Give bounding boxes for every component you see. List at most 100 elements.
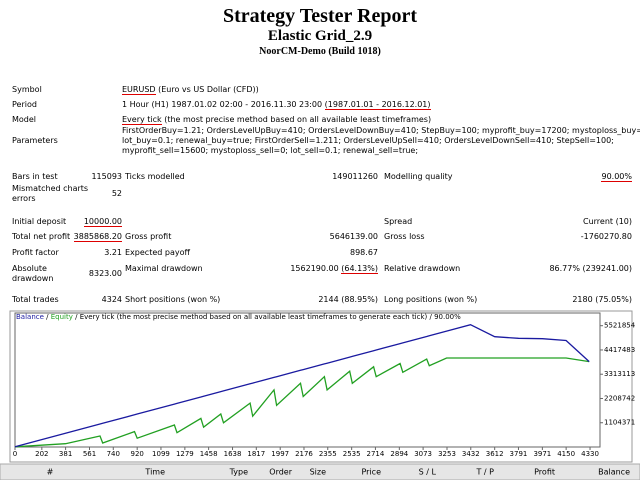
stat-label: Mismatched charts errors [12, 184, 89, 203]
x-tick-label: 4150 [557, 450, 575, 458]
stat-value: 10000.00 [12, 217, 122, 227]
info-value-part: Every tick [122, 115, 162, 125]
x-tick-label: 0 [13, 450, 17, 458]
info-value: Every tick (the most precise method base… [122, 115, 431, 125]
series-line [14, 324, 590, 448]
legend: Balance / Equity / Every tick (the most … [16, 313, 461, 321]
stat-label: Relative drawdown [384, 264, 461, 273]
x-tick-label: 1279 [176, 450, 194, 458]
x-tick-label: 381 [59, 450, 72, 458]
stat-value: 2144 (88.95%) [318, 295, 378, 304]
chart-frame [9, 310, 633, 463]
stat-label: Initial deposit [12, 217, 67, 226]
table-column-header: Profit [534, 468, 555, 477]
stat-value: 90.00% [522, 172, 632, 182]
stat-label: Short positions (won %) [125, 295, 221, 304]
info-label: Period [12, 100, 37, 109]
parameters-label: Parameters [12, 136, 58, 145]
info-value-part: EURUSD [122, 85, 156, 95]
y-tick-label: 3313113 [604, 370, 635, 378]
x-tick-label: 920 [130, 450, 143, 458]
stat-label: Ticks modelled [125, 172, 185, 181]
x-tick-label: 1817 [247, 450, 265, 458]
info-value-part: (Euro vs US Dollar (CFD)) [158, 85, 259, 94]
stat-value-part: 3885868.20 [73, 232, 122, 242]
x-tick-label: 1997 [271, 450, 289, 458]
chart-subtitle: Every tick (the most precise method base… [80, 313, 461, 321]
stat-value: 5646139.00 [329, 232, 378, 241]
series-line [14, 357, 590, 448]
table-column-header: Order [269, 468, 292, 477]
x-tick-label: 2535 [343, 450, 361, 458]
stat-value: 8323.00 [88, 269, 122, 278]
report-title: Strategy Tester Report [222, 5, 418, 27]
stat-label: Total trades [12, 295, 59, 304]
stat-value-part: 10000.00 [83, 217, 122, 227]
info-label: Model [12, 115, 37, 124]
stat-value: 115093 [91, 172, 122, 181]
legend-separator: / [75, 313, 78, 321]
table-column-header: # [47, 468, 54, 477]
y-tick-label: 4417483 [604, 346, 635, 354]
stat-label: Long positions (won %) [384, 295, 478, 304]
x-tick-label: 202 [35, 450, 48, 458]
stat-label: Profit factor [12, 248, 59, 257]
stat-value: 3885868.20 [12, 232, 122, 242]
stat-value: 86.77% (239241.00) [549, 264, 632, 273]
parameters-line: myprofit_sell=15600; mystoploss_sell=0; … [122, 146, 419, 155]
info-value: 1 Hour (H1) 1987.01.02 02:00 - 2016.11.3… [122, 100, 431, 110]
report-subtitle: Elastic Grid_2.9 [267, 28, 373, 44]
x-tick-label: 2176 [295, 450, 313, 458]
stat-label: Modelling quality [384, 172, 453, 181]
plot-frame [14, 312, 601, 448]
stat-label: Spread [384, 217, 413, 226]
stat-value: 898.67 [350, 248, 378, 257]
stat-label: Bars in test [12, 172, 58, 181]
info-label: Symbol [12, 85, 42, 94]
x-tick-label: 3791 [510, 450, 528, 458]
x-tick-label: 3432 [462, 450, 480, 458]
info-value-part: 1 Hour (H1) 1987.01.02 02:00 - 2016.11.3… [122, 100, 323, 109]
info-value-part: (the most precise method based on all av… [164, 115, 432, 124]
table-column-header: S / L [419, 468, 437, 477]
parameters-line: FirstOrderBuy=1.21; OrdersLevelUpBuy=410… [122, 126, 640, 135]
server: NoorCM-Demo (Build 1018) [259, 46, 381, 57]
x-tick-label: 2894 [390, 450, 408, 458]
table-column-header: Price [361, 468, 381, 477]
stat-label: Gross profit [125, 232, 172, 241]
x-tick-label: 1099 [152, 450, 170, 458]
stat-value: -1760270.80 [580, 232, 632, 241]
x-tick-label: 3253 [438, 450, 456, 458]
stat-label: Maximal drawdown [125, 264, 203, 273]
stat-value-part: 90.00% [601, 172, 632, 182]
stat-label: Expected payoff [125, 248, 190, 257]
stat-value: Current (10) [582, 217, 632, 226]
stat-label: Gross loss [384, 232, 425, 241]
stat-value-part: 1562190.00 [290, 264, 339, 273]
x-tick-label: 3073 [414, 450, 432, 458]
stat-value-part: (64.13%) [341, 264, 378, 274]
x-tick-label: 4330 [581, 450, 599, 458]
x-tick-label: 2714 [367, 450, 385, 458]
legend-entry: Equity [51, 313, 73, 321]
info-value-part: (1987.01.01 - 2016.12.01) [324, 100, 431, 110]
x-tick-label: 740 [107, 450, 120, 458]
y-tick-label: 1104371 [604, 419, 635, 427]
x-tick-label: 3612 [486, 450, 504, 458]
legend-entry: Balance [16, 313, 44, 321]
table-column-header: Balance [598, 468, 630, 477]
x-tick-label: 3971 [533, 450, 551, 458]
x-tick-label: 561 [83, 450, 96, 458]
x-tick-label: 1638 [224, 450, 242, 458]
stat-value: 149011260 [332, 172, 378, 181]
y-tick-label: 2208742 [604, 394, 635, 402]
stat-label: Total net profit [12, 232, 71, 241]
table-column-header: T / P [476, 468, 495, 477]
info-value: EURUSD (Euro vs US Dollar (CFD)) [122, 85, 259, 95]
stat-value: 52 [111, 189, 122, 198]
table-column-header: Size [310, 468, 327, 477]
legend-separator: / [46, 313, 49, 321]
